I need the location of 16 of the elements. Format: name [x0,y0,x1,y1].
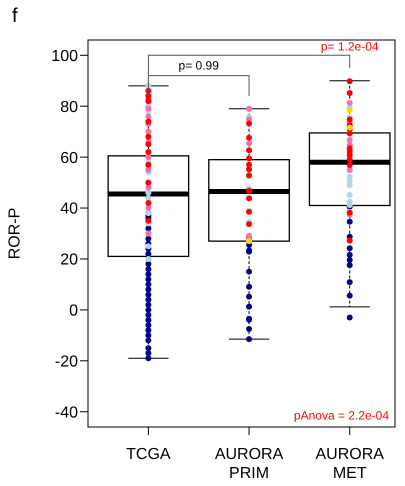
y-tick-label: 0 [69,302,78,320]
y-tick-label: 20 [60,252,78,269]
y-tick-label: 40 [60,200,78,218]
y-tick-label: 80 [60,98,78,116]
annotation: p= 1.2e-04 [320,40,379,54]
x-tick-label: AURORA MET [315,446,384,482]
y-tick-label: 100 [51,48,78,65]
x-tick-label: AURORA PRIM [214,446,284,482]
x-tick-label: TCGA [126,446,171,463]
y-axis-title: ROR-P [6,208,24,260]
y-tick-label: 60 [60,150,78,167]
y-tick-label: -20 [54,353,78,370]
y-tick-label: -40 [54,404,78,422]
annotation: p= 0.99 [178,58,220,72]
annotation: pAnova = 2.2e-04 [294,408,390,422]
text: f [12,5,18,27]
